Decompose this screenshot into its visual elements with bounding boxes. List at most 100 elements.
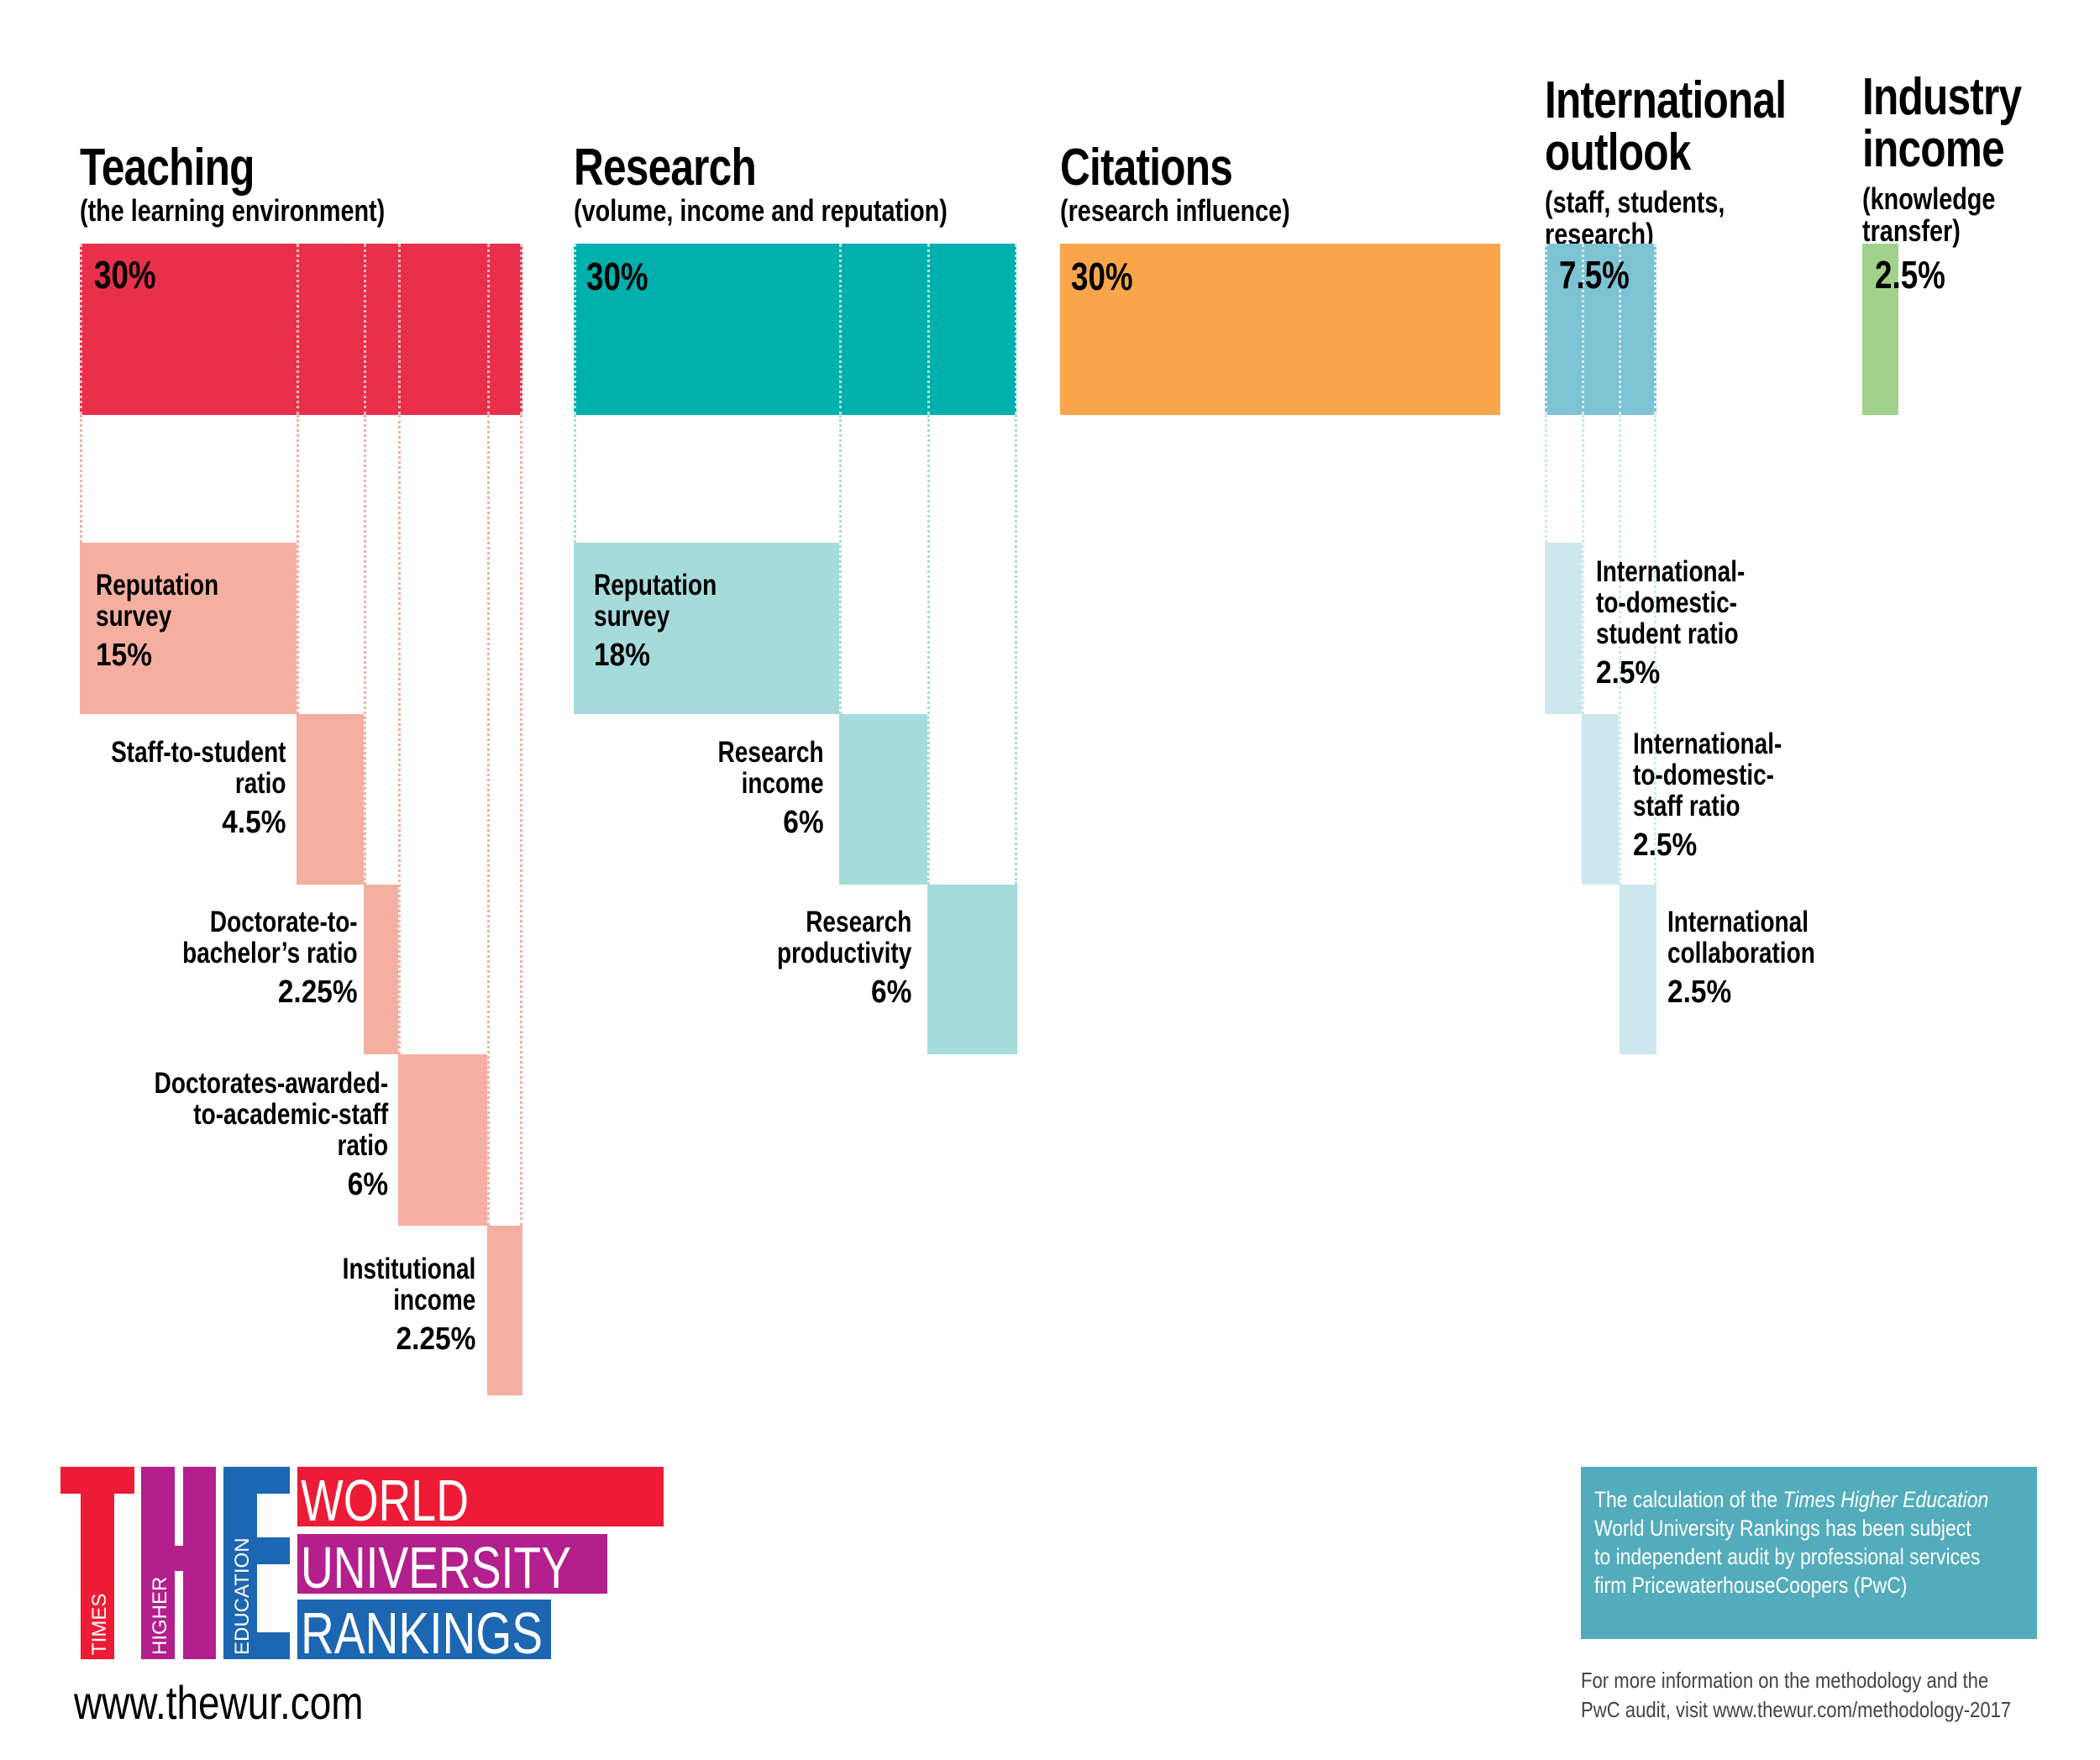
teaching-doctorates-awarded-label: Doctorates-awarded-to-academic-staff rati… [154, 1067, 388, 1202]
citations-subtitle: (research influence) [1060, 193, 1290, 228]
teaching-indicator-bar [364, 885, 398, 1054]
teaching-reputation-label: Reputation survey 15% [96, 569, 219, 673]
research-indicator-bar [839, 714, 927, 885]
logo-word-times: TIMES [88, 1594, 111, 1655]
divider-dotted-line [520, 244, 522, 415]
logo-word-higher: HIGHER [149, 1577, 171, 1655]
connector-dotted-line [297, 415, 299, 714]
international-title-line: International [1545, 71, 1787, 129]
logo-letter-h-left [141, 1467, 175, 1659]
logo-letter-e-top [223, 1467, 290, 1494]
teaching-title: Teaching [80, 139, 255, 197]
industry-weight: 2.5% [1875, 253, 1945, 297]
international-indicator-bar [1545, 543, 1582, 714]
divider-dotted-line [1619, 244, 1621, 415]
teaching-indicator-bar [398, 1054, 487, 1226]
industry-title-line: Industry [1862, 68, 2022, 126]
connector-dotted-line [1619, 415, 1621, 885]
logo-letter-e-mid [223, 1537, 290, 1564]
website-link[interactable]: www.thewur.com [74, 1676, 364, 1729]
international-staff-ratio-label: International-to-domestic-staff ratio 2.… [1633, 728, 1782, 863]
connector-dotted-line [364, 415, 366, 885]
industry-subtitle-line: transfer) [1862, 213, 1961, 248]
logo-text-rankings: RANKINGS [301, 1600, 543, 1666]
divider-dotted-line [80, 244, 82, 415]
methodology-footnote: For more information on the methodology … [1581, 1668, 2012, 1722]
citations-title: Citations [1060, 139, 1233, 197]
teaching-indicator-bar [297, 714, 364, 885]
teaching-institutional-income-label: Institutional income 2.25% [342, 1253, 475, 1357]
connector-dotted-line [1582, 415, 1584, 714]
teaching-indicator-bar [487, 1226, 522, 1395]
research-indicator-bar [574, 543, 839, 714]
international-subtitle-line: (staff, students, [1545, 185, 1725, 219]
divider-dotted-line [1545, 244, 1547, 415]
teaching-staff-student-label: Staff-to-student ratio 4.5% [111, 736, 286, 840]
teaching-heading: Teaching (the learning environment) [80, 138, 461, 227]
connector-dotted-line [487, 415, 490, 1226]
logo-bar-rankings [297, 1600, 551, 1659]
international-indicator-bar [1620, 885, 1656, 1054]
divider-dotted-line [364, 244, 366, 415]
divider-dotted-line [1654, 244, 1656, 415]
logo-word-education: EDUCATION [231, 1537, 254, 1655]
international-indicator-bar [1582, 714, 1619, 885]
citations-bar [1060, 244, 1500, 415]
international-bar [1545, 244, 1656, 415]
divider-dotted-line [297, 244, 299, 415]
teaching-bar [80, 244, 522, 415]
connector-dotted-line [927, 415, 930, 885]
research-indicator-bar [927, 885, 1017, 1054]
citations-weight: 30% [1071, 255, 1133, 298]
connector-dotted-line [1015, 415, 1017, 885]
international-collaboration-label: International collaboration 2.5% [1667, 906, 1815, 1010]
industry-subtitle-line: (knowledge [1862, 181, 1996, 216]
connector-dotted-line [1654, 415, 1656, 885]
industry-title-line: income [1862, 120, 2005, 178]
research-bar [574, 244, 1016, 415]
industry-bar [1862, 244, 1898, 415]
research-title: Research [574, 139, 757, 197]
divider-dotted-line [574, 244, 576, 415]
connector-dotted-line [398, 415, 401, 1054]
divider-dotted-line [487, 244, 490, 415]
logo-graphic: TIMES HIGHER EDUCATION WORLD UNIVERSITY … [60, 1467, 664, 1666]
industry-heading: Industry income (knowledge transfer) [1862, 67, 2061, 247]
logo-text-world: WORLD [301, 1468, 469, 1533]
international-weight: 7.5% [1559, 253, 1630, 297]
connector-dotted-line [574, 415, 576, 543]
research-weight: 30% [586, 255, 648, 298]
logo-letter-h-cross [175, 1546, 183, 1571]
logo-letter-e-bottom [223, 1632, 290, 1659]
divider-dotted-line [927, 244, 930, 415]
research-heading: Research (volume, income and reputation) [574, 138, 1041, 227]
research-subtitle: (volume, income and reputation) [574, 193, 948, 228]
divider-dotted-line [1015, 244, 1017, 415]
logo-text-university: UNIVERSITY [301, 1535, 571, 1600]
teaching-weight: 30% [94, 253, 156, 297]
logo-letter-t-stem [81, 1467, 114, 1659]
logo-letter-h-right [183, 1467, 216, 1659]
the-wur-logo: TIMES HIGHER EDUCATION WORLD UNIVERSITY … [0, 0, 672, 1760]
audit-note-text: The calculation of the Times Higher Educ… [1594, 1487, 1989, 1598]
international-heading: International outlook (staff, students, … [1545, 71, 1846, 250]
teaching-subtitle: (the learning environment) [80, 193, 386, 228]
teaching-indicator-bar [80, 543, 297, 714]
connector-dotted-line [839, 415, 842, 714]
logo-bar-university [297, 1534, 607, 1594]
divider-dotted-line [839, 244, 842, 415]
divider-dotted-line [398, 244, 401, 415]
research-reputation-label: Reputation survey 18% [594, 569, 717, 673]
research-income-label: Research income 6% [717, 736, 824, 840]
international-title-line: outlook [1545, 123, 1691, 181]
teaching-doctorate-bachelor-label: Doctorate-to-bachelor’s ratio 2.25% [182, 906, 358, 1010]
connector-dotted-line [1545, 415, 1547, 543]
connector-dotted-line [80, 415, 82, 543]
citations-heading: Citations (research influence) [1060, 138, 1347, 227]
divider-dotted-line [1582, 244, 1584, 415]
logo-bar-world [297, 1467, 664, 1526]
connector-dotted-line [520, 415, 522, 1226]
audit-note-box: The calculation of the Times Higher Educ… [1581, 1467, 2037, 1639]
research-productivity-label: Research productivity 6% [776, 906, 911, 1010]
international-student-ratio-label: International-to-domestic-student ratio … [1596, 555, 1746, 691]
